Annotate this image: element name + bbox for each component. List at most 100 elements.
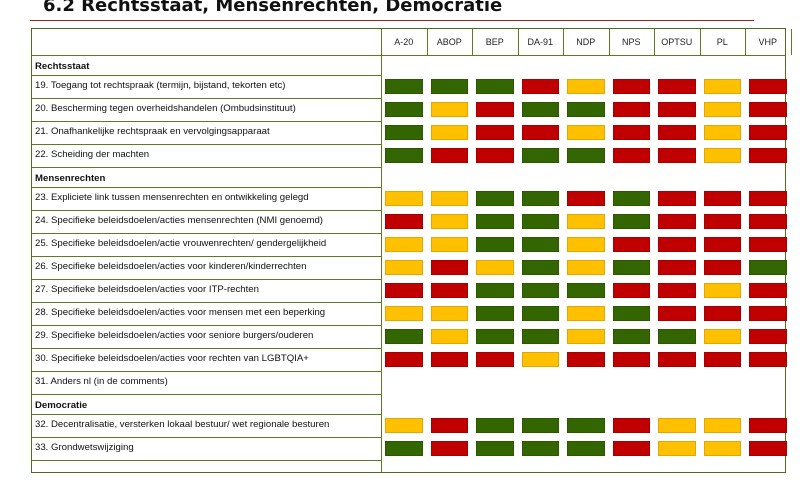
- criterion-label: 19. Toegang tot rechtspraak (termijn, bi…: [35, 80, 286, 91]
- row-divider: [32, 75, 381, 76]
- row-divider: [32, 256, 381, 257]
- rating-cell: [430, 441, 468, 456]
- column-header-a-20: A-20: [394, 37, 414, 47]
- column-divider: [472, 29, 473, 55]
- rating-cell: [430, 260, 468, 275]
- rating-cell: [385, 283, 423, 298]
- row-divider: [32, 279, 381, 280]
- rating-cell: [430, 214, 468, 229]
- rating-cell: [521, 260, 559, 275]
- rating-cell: [476, 329, 514, 344]
- rating-cell: [521, 237, 559, 252]
- rating-cell: [476, 102, 514, 117]
- row-divider: [32, 460, 381, 461]
- rating-cell: [658, 79, 696, 94]
- criterion-label: 21. Onafhankelijke rechtspraak en vervol…: [35, 126, 270, 137]
- criterion-label: 28. Specifieke beleidsdoelen/acties voor…: [35, 307, 326, 318]
- rating-cell: [385, 352, 423, 367]
- rating-cell: [703, 148, 741, 163]
- row-divider: [32, 414, 381, 415]
- rating-cell: [749, 79, 787, 94]
- rating-cell: [567, 352, 605, 367]
- rating-cell: [749, 352, 787, 367]
- rating-cell: [521, 79, 559, 94]
- rating-cell: [476, 191, 514, 206]
- rating-cell: [476, 260, 514, 275]
- criterion-label: 20. Bescherming tegen overheidshandelen …: [35, 103, 296, 114]
- rating-cell: [476, 418, 514, 433]
- criterion-label: 31. Anders nl (in de comments): [35, 376, 168, 387]
- rating-cell: [476, 352, 514, 367]
- rating-cell: [385, 191, 423, 206]
- rating-cell: [749, 441, 787, 456]
- rating-cell: [567, 237, 605, 252]
- rating-cell: [658, 441, 696, 456]
- rating-cell: [521, 191, 559, 206]
- column-header-pl: PL: [716, 37, 728, 47]
- rating-cell: [521, 418, 559, 433]
- rating-cell: [430, 125, 468, 140]
- rating-cell: [703, 306, 741, 321]
- rating-cell: [612, 283, 650, 298]
- rating-cell: [521, 102, 559, 117]
- rating-cell: [749, 306, 787, 321]
- rating-cell: [749, 102, 787, 117]
- rating-cell: [521, 329, 559, 344]
- rating-cell: [612, 352, 650, 367]
- row-divider: [32, 55, 785, 56]
- rating-cell: [385, 329, 423, 344]
- rating-cell: [567, 418, 605, 433]
- rating-cell: [612, 306, 650, 321]
- rating-cell: [567, 283, 605, 298]
- rating-cell: [385, 102, 423, 117]
- column-header-abop: ABOP: [436, 37, 462, 47]
- rating-cell: [430, 418, 468, 433]
- rating-cell: [430, 306, 468, 321]
- rating-cell: [658, 191, 696, 206]
- column-header-nps: NPS: [621, 37, 641, 47]
- column-header-bep: BEP: [485, 37, 504, 47]
- rating-cell: [703, 237, 741, 252]
- rating-cell: [567, 191, 605, 206]
- column-header-optsu: OPTSU: [661, 37, 693, 47]
- title-underline: [30, 20, 754, 21]
- rating-cell: [521, 125, 559, 140]
- rating-cell: [658, 306, 696, 321]
- party-ratings-table: A-20 ABOP BEP DA-91 NDP NPS OPTSU PL VHP Rechtsst…: [31, 28, 792, 473]
- row-divider: [32, 98, 381, 99]
- rating-cell: [476, 237, 514, 252]
- section-title: Rechtsstaat: [35, 61, 90, 72]
- rating-cell: [749, 283, 787, 298]
- rating-cell: [658, 260, 696, 275]
- rating-cell: [612, 237, 650, 252]
- rating-cell: [476, 283, 514, 298]
- criterion-label: 26. Specifieke beleidsdoelen/acties voor…: [35, 261, 307, 272]
- rating-cell: [476, 79, 514, 94]
- rating-cell: [612, 148, 650, 163]
- row-divider: [32, 325, 381, 326]
- rating-cell: [703, 418, 741, 433]
- rating-cell: [749, 418, 787, 433]
- column-divider: [426, 29, 428, 55]
- column-divider: [790, 29, 792, 55]
- rating-cell: [430, 102, 468, 117]
- section-title: Democratie: [35, 400, 88, 411]
- rating-cell: [749, 329, 787, 344]
- row-divider: [32, 187, 381, 188]
- rating-cell: [703, 260, 741, 275]
- rating-cell: [703, 283, 741, 298]
- rating-cell: [385, 79, 423, 94]
- rating-cell: [749, 214, 787, 229]
- column-header-vhp: VHP: [758, 37, 777, 47]
- row-divider: [32, 167, 381, 168]
- rating-cell: [430, 237, 468, 252]
- rating-cell: [567, 260, 605, 275]
- rating-cell: [567, 148, 605, 163]
- rating-cell: [521, 283, 559, 298]
- rating-cell: [658, 237, 696, 252]
- rating-cell: [658, 418, 696, 433]
- rating-cell: [612, 441, 650, 456]
- rating-cell: [567, 441, 605, 456]
- rating-cell: [612, 191, 650, 206]
- rating-cell: [567, 329, 605, 344]
